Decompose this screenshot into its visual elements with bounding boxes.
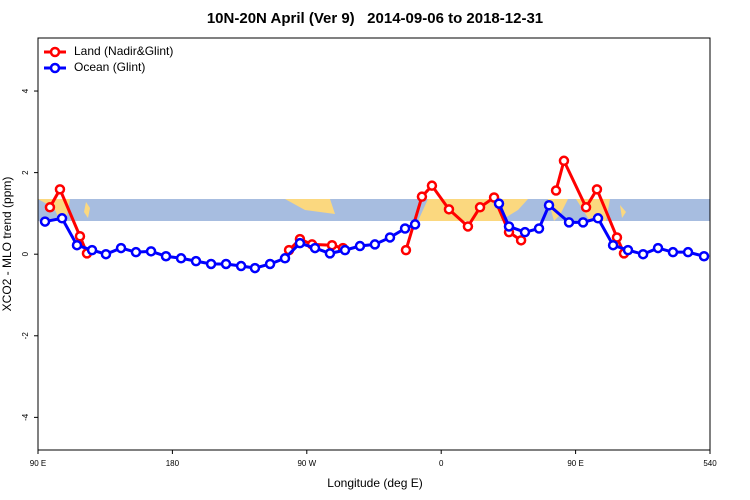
x-tick-label: 90 E	[567, 459, 583, 468]
x-tick-label: 90 E	[30, 459, 46, 468]
legend-label: Land (Nadir&Glint)	[74, 44, 173, 58]
data-point	[563, 217, 575, 228]
data-point	[86, 244, 98, 256]
series	[39, 198, 710, 274]
data-point	[426, 180, 438, 191]
y-tick-label: 2	[21, 170, 30, 175]
data-point	[249, 262, 261, 274]
data-point	[652, 242, 664, 254]
data-point	[369, 239, 381, 250]
data-point	[580, 202, 592, 213]
plot-frame	[37, 37, 711, 451]
data-point	[56, 213, 68, 224]
chart-title: 10N-20N April (Ver 9) 2014-09-06 to 2018…	[207, 10, 543, 27]
data-point	[44, 202, 56, 213]
data-point	[611, 232, 623, 243]
data-point	[264, 258, 276, 270]
data-point	[443, 204, 455, 215]
data-point	[294, 237, 306, 249]
data-point	[416, 191, 428, 202]
data-point	[637, 248, 649, 260]
data-point	[324, 248, 336, 259]
data-point	[145, 246, 157, 257]
data-point	[326, 239, 338, 251]
x-axis-label: Longitude (deg E)	[327, 476, 422, 490]
y-tick-label: -4	[21, 413, 30, 421]
land-shape	[285, 199, 335, 214]
data-point	[309, 242, 321, 254]
data-point	[190, 255, 202, 267]
land-shape	[620, 205, 626, 218]
data-point	[667, 246, 679, 258]
data-point	[400, 244, 412, 256]
data-point	[474, 202, 486, 213]
data-point	[71, 239, 83, 251]
x-tick-label: 180	[166, 459, 180, 468]
data-point	[100, 248, 112, 260]
legend-marker	[49, 62, 61, 74]
ocean-band	[38, 199, 710, 221]
data-point	[74, 230, 86, 242]
data-point	[130, 246, 142, 258]
data-point	[220, 258, 232, 270]
data-point	[115, 242, 127, 254]
legend-label: Ocean (Glint)	[74, 60, 145, 74]
data-point	[493, 198, 505, 209]
data-point	[682, 246, 694, 258]
data-point	[698, 250, 710, 262]
y-axis-label: XCO2 - MLO trend (ppm)	[0, 177, 14, 312]
data-point	[205, 258, 217, 270]
data-point	[354, 240, 366, 252]
legend-marker	[49, 46, 61, 58]
data-point	[503, 221, 515, 232]
data-point	[462, 221, 474, 232]
data-point	[607, 239, 619, 251]
data-point	[39, 216, 51, 227]
data-point	[591, 184, 603, 195]
y-tick-label: 4	[21, 88, 30, 93]
data-point	[592, 213, 604, 224]
data-point	[519, 226, 531, 238]
data-point	[235, 260, 247, 272]
data-point	[622, 244, 634, 256]
data-point	[175, 253, 187, 264]
data-point	[558, 155, 570, 167]
data-point	[533, 223, 545, 234]
data-point	[160, 250, 172, 262]
land-shape	[84, 202, 90, 218]
data-point	[543, 199, 555, 211]
data-point	[54, 184, 66, 195]
data-point	[409, 219, 421, 230]
x-tick-label: 0	[439, 459, 444, 468]
data-point	[339, 244, 351, 256]
data-point	[399, 223, 411, 234]
data-point	[550, 185, 562, 196]
data-point	[515, 235, 527, 246]
data-point	[279, 253, 291, 264]
x-tick-label: 540	[703, 459, 717, 468]
data-point	[577, 217, 589, 228]
data-point	[384, 232, 396, 243]
y-tick-label: -2	[21, 332, 30, 340]
y-tick-label: 0	[21, 251, 30, 256]
x-tick-label: 90 W	[297, 459, 316, 468]
